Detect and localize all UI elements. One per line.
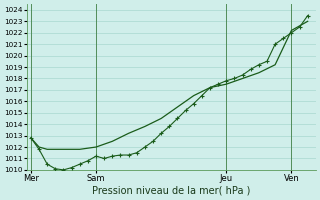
X-axis label: Pression niveau de la mer( hPa ): Pression niveau de la mer( hPa ) (92, 186, 251, 196)
